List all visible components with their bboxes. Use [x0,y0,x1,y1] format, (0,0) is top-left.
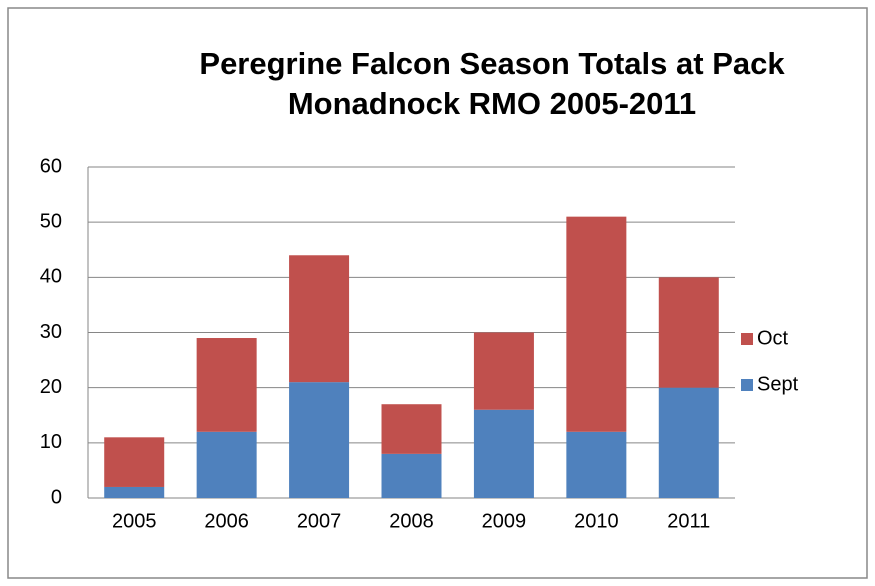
y-tick-label: 30 [40,321,62,343]
bar-segment [104,437,165,487]
bar-segment [658,277,719,388]
x-tick-label: 2008 [389,510,434,532]
legend-swatch [741,333,753,345]
y-tick-label: 20 [40,376,62,398]
y-tick-label: 0 [51,486,62,508]
y-tick-label: 60 [40,155,62,177]
y-tick-label: 50 [40,210,62,232]
bar-segment [381,453,442,498]
bar-segment [473,332,534,410]
y-tick-label: 10 [40,431,62,453]
x-tick-label: 2006 [204,510,249,532]
bar-segment [196,431,257,498]
x-tick-label: 2007 [297,510,342,532]
bar-segment [289,382,350,498]
legend-label: Sept [757,373,799,395]
chart-title: Peregrine Falcon Season Totals at Pack M… [199,46,785,121]
bar-segment [658,387,719,498]
bar-segment [566,431,627,498]
bar-segment [196,338,257,432]
x-tick-label: 2009 [482,510,527,532]
legend-swatch [741,379,753,391]
y-tick-label: 40 [40,266,62,288]
bar-segment [289,255,350,383]
bar-segment [566,216,627,432]
legend-label: Oct [757,327,789,349]
bar-segment [473,409,534,498]
x-tick-label: 2011 [667,510,710,532]
bar-segment [381,404,442,454]
bar-segment [104,486,165,498]
x-tick-label: 2005 [112,510,157,532]
x-tick-label: 2010 [574,510,619,532]
